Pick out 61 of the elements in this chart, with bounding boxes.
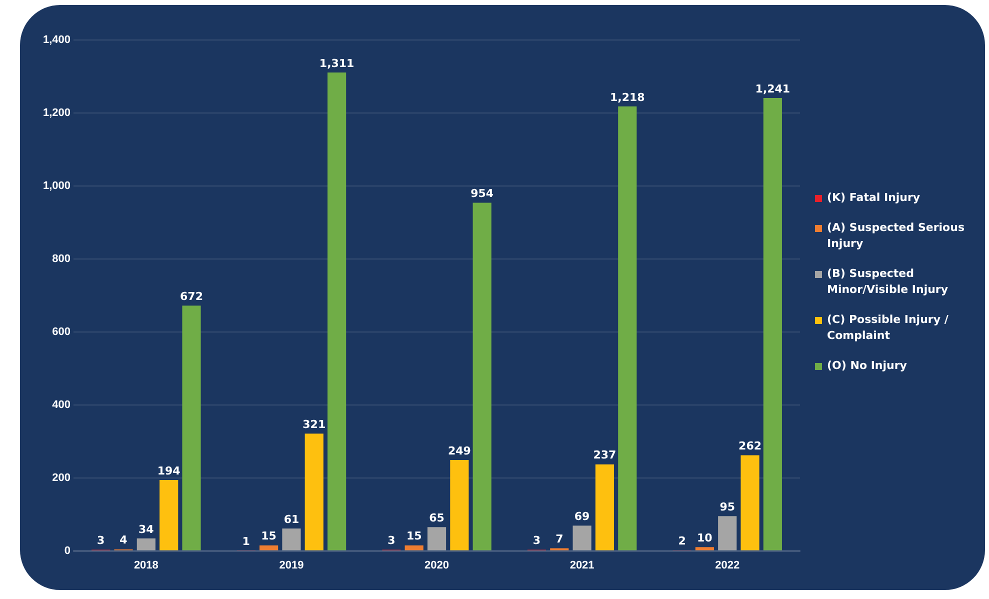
bar [260,545,278,550]
y-tick-label: 600 [52,326,71,338]
data-label: 1,311 [319,56,354,70]
data-label: 65 [429,511,444,524]
bar [160,480,178,550]
data-label: 3 [97,534,105,548]
legend-label: (B) Suspected Minor/Visible Injury [827,266,950,298]
y-tick-label: 200 [52,472,71,484]
data-label: 34 [138,522,154,536]
data-label: 1,218 [610,90,645,104]
data-label: 2 [678,534,686,548]
x-tick-label: 2018 [134,559,158,572]
data-label: 1 [242,534,250,548]
bar [763,98,782,550]
bar [328,72,346,550]
data-label: 15 [406,530,422,543]
data-label: 7 [556,532,564,546]
data-label: 3 [532,534,541,548]
bar [427,527,446,550]
data-label: 10 [697,532,713,545]
bar [282,528,301,550]
bar [404,545,424,550]
data-label: 69 [574,510,590,523]
y-tick-label: 800 [52,252,71,265]
bar [695,547,714,550]
x-tick-label: 2019 [279,559,304,572]
legend-label: (K) Fatal Injury [827,190,920,206]
data-label: 4 [120,534,128,547]
data-label: 15 [261,530,276,543]
data-label: 1,241 [755,82,790,96]
bar [595,464,614,550]
data-label: 61 [284,512,300,526]
legend-label: (O) No Injury [827,358,907,374]
data-label: 262 [738,440,762,453]
x-tick-label: 2021 [570,559,594,572]
data-label: 194 [157,464,181,478]
legend-label: (C) Possible Injury / Complaint [827,312,950,344]
bar [450,460,469,550]
x-tick-label: 2022 [715,559,740,572]
bar [572,526,592,550]
y-tick-label: 400 [52,398,71,411]
data-label: 321 [302,418,326,432]
data-label: 3 [388,534,396,548]
bar [136,538,156,550]
data-label: 954 [470,187,494,200]
x-tick-label: 2020 [424,559,450,572]
data-label: 95 [720,500,736,514]
legend-label: (A) Suspected Serious Injury [827,220,966,252]
data-label: 249 [448,444,471,458]
bar [304,434,324,550]
y-tick-label: 1,400 [42,34,71,46]
bar [618,106,637,550]
y-tick-label: 1,000 [42,180,71,192]
y-tick-label: 1,200 [42,107,71,120]
data-label: 672 [180,290,203,303]
data-label: 237 [593,448,616,462]
bar [718,516,737,550]
bar [182,306,201,550]
y-tick-label: 0 [64,544,71,557]
bar [472,202,492,550]
bar [740,455,760,550]
